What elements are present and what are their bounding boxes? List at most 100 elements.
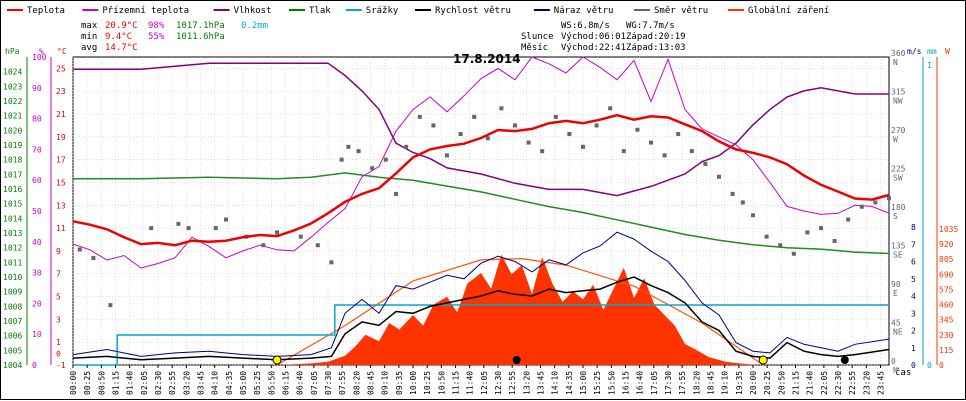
wind-direction-point [635, 127, 640, 132]
wind-direction-point [594, 123, 599, 128]
x-tick-label: 03:20 [182, 371, 191, 395]
y-tick-pressure: 1022 [3, 97, 22, 106]
y-tick-pressure: 1017 [3, 170, 22, 179]
x-tick-label: 05:50 [267, 371, 276, 395]
legend-label: Vlhkost [234, 6, 272, 16]
y-tick-wind: 6 [911, 258, 916, 267]
y-tick-wind: 8 [911, 223, 916, 232]
wind-direction-point [176, 221, 181, 226]
wind-direction-point [608, 106, 613, 111]
wind-direction-point [526, 140, 531, 145]
wind-direction-point [513, 123, 517, 128]
x-tick-label: 23:20 [862, 371, 871, 395]
x-tick-label: 13:45 [537, 371, 546, 395]
y-unit-pressure: hPa [5, 47, 20, 56]
y-tick-temperature: 13 [56, 201, 66, 210]
wind-direction-point [751, 213, 755, 218]
wind-direction-point [859, 204, 864, 209]
x-tick-label: 19:35 [735, 371, 744, 395]
y-tick-humidity: 30 [32, 269, 42, 278]
x-tick-label: 11:40 [466, 371, 475, 395]
moonrise-marker [840, 356, 849, 364]
info-sunrise: Východ:06:01 [561, 32, 626, 42]
legend-label: Náraz větru [554, 6, 614, 16]
y-tick-radiation: 575 [939, 285, 954, 294]
x-tick-label: 10:00 [409, 371, 418, 395]
y-tick-radiation: 805 [939, 255, 954, 264]
x-tick-label: 12:05 [480, 371, 489, 395]
x-tick-label: 14:35 [565, 371, 574, 395]
y-tick-pressure: 1013 [3, 229, 22, 238]
y-tick-direction-deg: 135 [891, 242, 906, 251]
x-tick-label: 22:55 [848, 371, 857, 395]
y-tick-pressure: 1016 [3, 185, 22, 194]
x-tick-label: 06:15 [282, 371, 291, 395]
x-tick-label: 10:25 [423, 371, 432, 395]
wind-direction-point [91, 256, 96, 261]
info-wind-speed: WS:6.8m/s [561, 21, 610, 31]
y-tick-direction-name: NE [893, 328, 903, 337]
wind-direction-point [805, 230, 810, 235]
y-tick-humidity: 70 [32, 145, 42, 154]
x-tick-label: 04:10 [211, 371, 220, 395]
y-tick-direction-name: NW [893, 97, 903, 106]
wind-direction-point [213, 226, 218, 231]
y-tick-pressure: 1023 [3, 82, 22, 91]
y-tick-humidity: 10 [32, 330, 42, 339]
y-tick-rain: 0 [927, 361, 932, 370]
y-tick-humidity: 40 [32, 238, 42, 247]
y-tick-pressure: 1009 [3, 288, 22, 297]
legend-label: Teplota [27, 6, 65, 16]
wind-direction-point [315, 243, 320, 248]
x-tick-label: 22:05 [820, 371, 829, 395]
x-tick-label: 22:30 [834, 371, 843, 395]
y-tick-radiation: 690 [939, 270, 954, 279]
wind-direction-point [740, 200, 745, 205]
y-tick-temperature: 1 [56, 338, 61, 347]
x-tick-label: 04:35 [225, 371, 234, 395]
stat-max-humidity: 98% [148, 21, 165, 31]
y-tick-temperature: -1 [56, 361, 66, 370]
y-tick-direction-name: SE [893, 251, 903, 260]
x-tick-label: 17:30 [664, 371, 673, 395]
y-tick-direction-deg: 0 [891, 357, 896, 366]
y-tick-direction-deg: 270 [891, 126, 906, 135]
y-tick-wind: 2 [911, 327, 916, 336]
wind-direction-point [703, 161, 708, 166]
wind-direction-point [404, 144, 409, 149]
y-tick-direction-name: SW [893, 174, 903, 183]
y-tick-humidity: 50 [32, 207, 42, 216]
series-radiation [73, 254, 889, 365]
y-tick-radiation: 460 [939, 301, 954, 310]
legend-label: Srážky [366, 6, 399, 16]
wind-direction-point [458, 132, 463, 136]
stat-min-humidity: 55% [148, 32, 165, 42]
series-humidity [73, 62, 889, 197]
y-tick-temperature: 3 [56, 315, 61, 324]
y-tick-humidity: 100 [32, 53, 47, 62]
stat-avg-label: avg [81, 43, 97, 53]
wind-direction-point [873, 200, 878, 205]
x-tick-label: 02:30 [154, 371, 163, 395]
stat-avg-temp: 14.7°C [105, 43, 138, 53]
series-rain [73, 304, 889, 366]
y-tick-pressure: 1010 [3, 273, 22, 282]
series-wind-gust [72, 231, 890, 357]
series-pressure [73, 172, 890, 255]
x-tick-label: 17:05 [650, 371, 659, 395]
legend-label: Směr větru [654, 6, 708, 16]
wind-direction-point [472, 114, 477, 119]
wind-direction-point [339, 157, 344, 162]
stat-max-temp: 20.9°C [105, 21, 138, 31]
y-tick-pressure: 1024 [3, 68, 22, 77]
stat-min-temp: 9.4°C [105, 32, 132, 42]
info-moon-label: Měsíc [521, 43, 548, 53]
y-tick-direction-deg: 45 [891, 319, 901, 328]
y-tick-pressure: 1018 [3, 156, 22, 165]
y-tick-humidity: 20 [32, 299, 42, 308]
stat-max-label: max [81, 21, 98, 31]
info-sunset: Západ:20:19 [626, 32, 686, 42]
y-tick-pressure: 1015 [3, 200, 22, 209]
y-tick-temperature: 15 [56, 178, 66, 187]
